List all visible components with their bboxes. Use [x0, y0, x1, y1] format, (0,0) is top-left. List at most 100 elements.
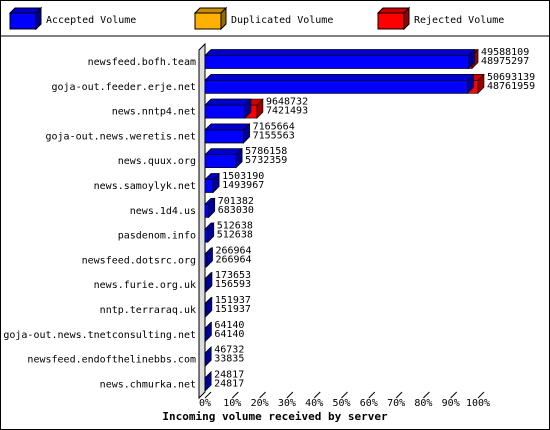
- accepted-bar-face: [204, 49, 476, 56]
- accepted-bar-face: [243, 123, 250, 144]
- accepted-bar: [204, 73, 475, 95]
- accepted-bar-face: [204, 80, 468, 94]
- accepted-label: 512638: [217, 230, 253, 241]
- axis-wall: [198, 42, 206, 400]
- accepted-bar-face: [204, 346, 212, 367]
- x-tick-label: 70%: [387, 398, 405, 409]
- total-label: 46732: [214, 345, 244, 356]
- accepted-bar: [204, 296, 213, 318]
- category-label: news.1d4.us: [130, 206, 196, 217]
- legend-label: Accepted Volume: [46, 15, 136, 26]
- accepted-label: 48761959: [487, 81, 535, 92]
- x-tick: [423, 391, 430, 399]
- accepted-bar-face: [235, 147, 243, 169]
- total-label: 7165664: [253, 121, 295, 132]
- accepted-bar-face: [208, 197, 215, 219]
- accepted-bar-face: [205, 321, 212, 343]
- accepted-label: 156593: [215, 279, 251, 290]
- accepted-bar-face: [206, 247, 213, 268]
- accepted-bar-face: [204, 104, 246, 119]
- x-tick-label: 20%: [251, 398, 269, 409]
- category-label: newsfeed.endofthelinebbs.com: [27, 355, 196, 366]
- x-tick: [204, 391, 212, 399]
- category-label: pasdenom.info: [118, 231, 196, 242]
- total-label: 5786158: [245, 146, 287, 157]
- legend-label: Duplicated Volume: [231, 15, 333, 26]
- accepted-bar-face: [244, 98, 252, 119]
- total-label: 9648732: [266, 97, 308, 108]
- category-label: newsfeed.dotsrc.org: [82, 255, 196, 266]
- accepted-bar: [204, 222, 215, 243]
- total-label: 266964: [215, 245, 251, 256]
- category-label: nntp.terraraq.uk: [100, 305, 196, 316]
- accepted-bar-face: [205, 296, 213, 318]
- accepted-bar: [204, 346, 212, 367]
- accepted-bar: [204, 247, 214, 268]
- accepted-bar-face: [204, 154, 237, 168]
- accepted-label: 33835: [214, 354, 244, 365]
- total-label: 50693139: [487, 72, 535, 83]
- accepted-bar-face: [205, 271, 213, 293]
- total-label: 701382: [218, 196, 254, 207]
- accepted-label: 64140: [214, 329, 244, 340]
- accepted-label: 1493967: [222, 180, 264, 191]
- x-tick: [368, 391, 376, 399]
- accepted-label: 24817: [214, 378, 244, 389]
- accepted-label: 683030: [218, 205, 254, 216]
- accepted-bar-face: [204, 55, 470, 69]
- total-label: 151937: [215, 295, 251, 306]
- accepted-bar-face: [204, 228, 209, 243]
- category-label: news.quux.org: [118, 156, 196, 167]
- accepted-bar-face: [207, 222, 215, 243]
- accepted-label: 5732359: [245, 155, 287, 166]
- x-tick: [259, 391, 266, 399]
- accepted-bar: [204, 172, 220, 194]
- category-label: goja-out.feeder.erje.net: [52, 82, 197, 93]
- x-tick-label: 60%: [360, 398, 378, 409]
- x-tick: [395, 391, 403, 399]
- accepted-bar: [204, 123, 251, 144]
- legend-swatch: [376, 6, 411, 31]
- accepted-bar-face: [212, 172, 220, 194]
- accepted-bar-face: [204, 98, 252, 106]
- category-label: goja-out.news.weretis.net: [45, 131, 196, 142]
- category-label: news.chmurka.net: [100, 379, 196, 390]
- accepted-label: 7421493: [266, 106, 308, 117]
- x-tick-label: 40%: [305, 398, 323, 409]
- x-tick-label: 30%: [278, 398, 296, 409]
- accepted-bar: [204, 321, 213, 343]
- total-label: 512638: [217, 221, 253, 232]
- category-label: goja-out.news.tnetconsulting.net: [3, 330, 196, 341]
- legend-swatch-face: [35, 6, 42, 31]
- total-label: 49588109: [481, 47, 529, 58]
- accepted-bar-face: [204, 129, 244, 144]
- accepted-bar-face: [204, 371, 212, 392]
- accepted-label: 7155563: [253, 130, 295, 141]
- accepted-bar: [204, 197, 216, 219]
- accepted-bar: [204, 48, 476, 70]
- total-bar-face: [477, 73, 485, 95]
- total-label: 1503190: [222, 171, 264, 182]
- accepted-bar: [204, 271, 213, 293]
- x-tick: [341, 391, 348, 399]
- accepted-bar-face: [204, 204, 209, 218]
- total-label: 24817: [214, 369, 244, 380]
- legend-swatch-face: [377, 12, 405, 30]
- category-label: news.samoylyk.net: [94, 181, 196, 192]
- category-label: newsfeed.bofh.team: [88, 57, 196, 68]
- accepted-bar-face: [204, 148, 243, 155]
- legend-swatch: [193, 6, 228, 31]
- legend-swatch-face: [220, 6, 227, 31]
- x-tick-label: 90%: [442, 398, 460, 409]
- x-tick-label: 80%: [414, 398, 432, 409]
- accepted-bar-face: [204, 74, 475, 81]
- legend-swatch-face: [403, 6, 410, 31]
- legend-swatch: [8, 6, 43, 31]
- total-label: 173653: [215, 270, 251, 281]
- x-tick-label: 50%: [332, 398, 350, 409]
- accepted-bar-face: [467, 73, 474, 95]
- x-axis-title: Incoming volume received by server: [162, 410, 388, 423]
- accepted-bar: [204, 147, 243, 169]
